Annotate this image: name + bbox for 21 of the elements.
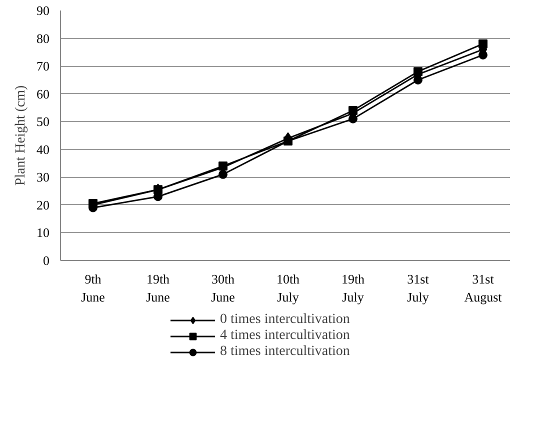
y-tick-label: 70 — [36, 58, 50, 74]
legend-label: 0 times intercultivation — [220, 312, 350, 328]
x-tick-label: 9th June — [81, 272, 106, 304]
x-tick-label: 31st August — [464, 272, 502, 304]
y-tick-label: 30 — [36, 170, 50, 185]
legend-label: 8 times intercultivation — [220, 344, 350, 360]
y-tick-label: 10 — [36, 225, 50, 240]
y-tick-label: 40 — [36, 142, 50, 157]
x-tick-label: 19th June — [146, 272, 170, 304]
y-axis-title: Plant Height (cm) — [14, 85, 28, 186]
x-tick-label: 31st July — [407, 272, 430, 304]
legend-label: 4 times intercultivation — [220, 328, 350, 344]
y-tick-label: 0 — [43, 253, 50, 268]
y-tick-label: 60 — [36, 86, 50, 102]
y-tick-label: 50 — [36, 114, 50, 130]
x-tick-label: 30th June — [211, 272, 236, 304]
x-tick-label: 10th July — [276, 272, 300, 304]
y-tick-label: 90 — [36, 3, 50, 18]
x-tick-label: 19th July — [341, 272, 366, 304]
y-tick-label: 20 — [36, 197, 50, 212]
y-tick-label: 80 — [36, 30, 50, 46]
